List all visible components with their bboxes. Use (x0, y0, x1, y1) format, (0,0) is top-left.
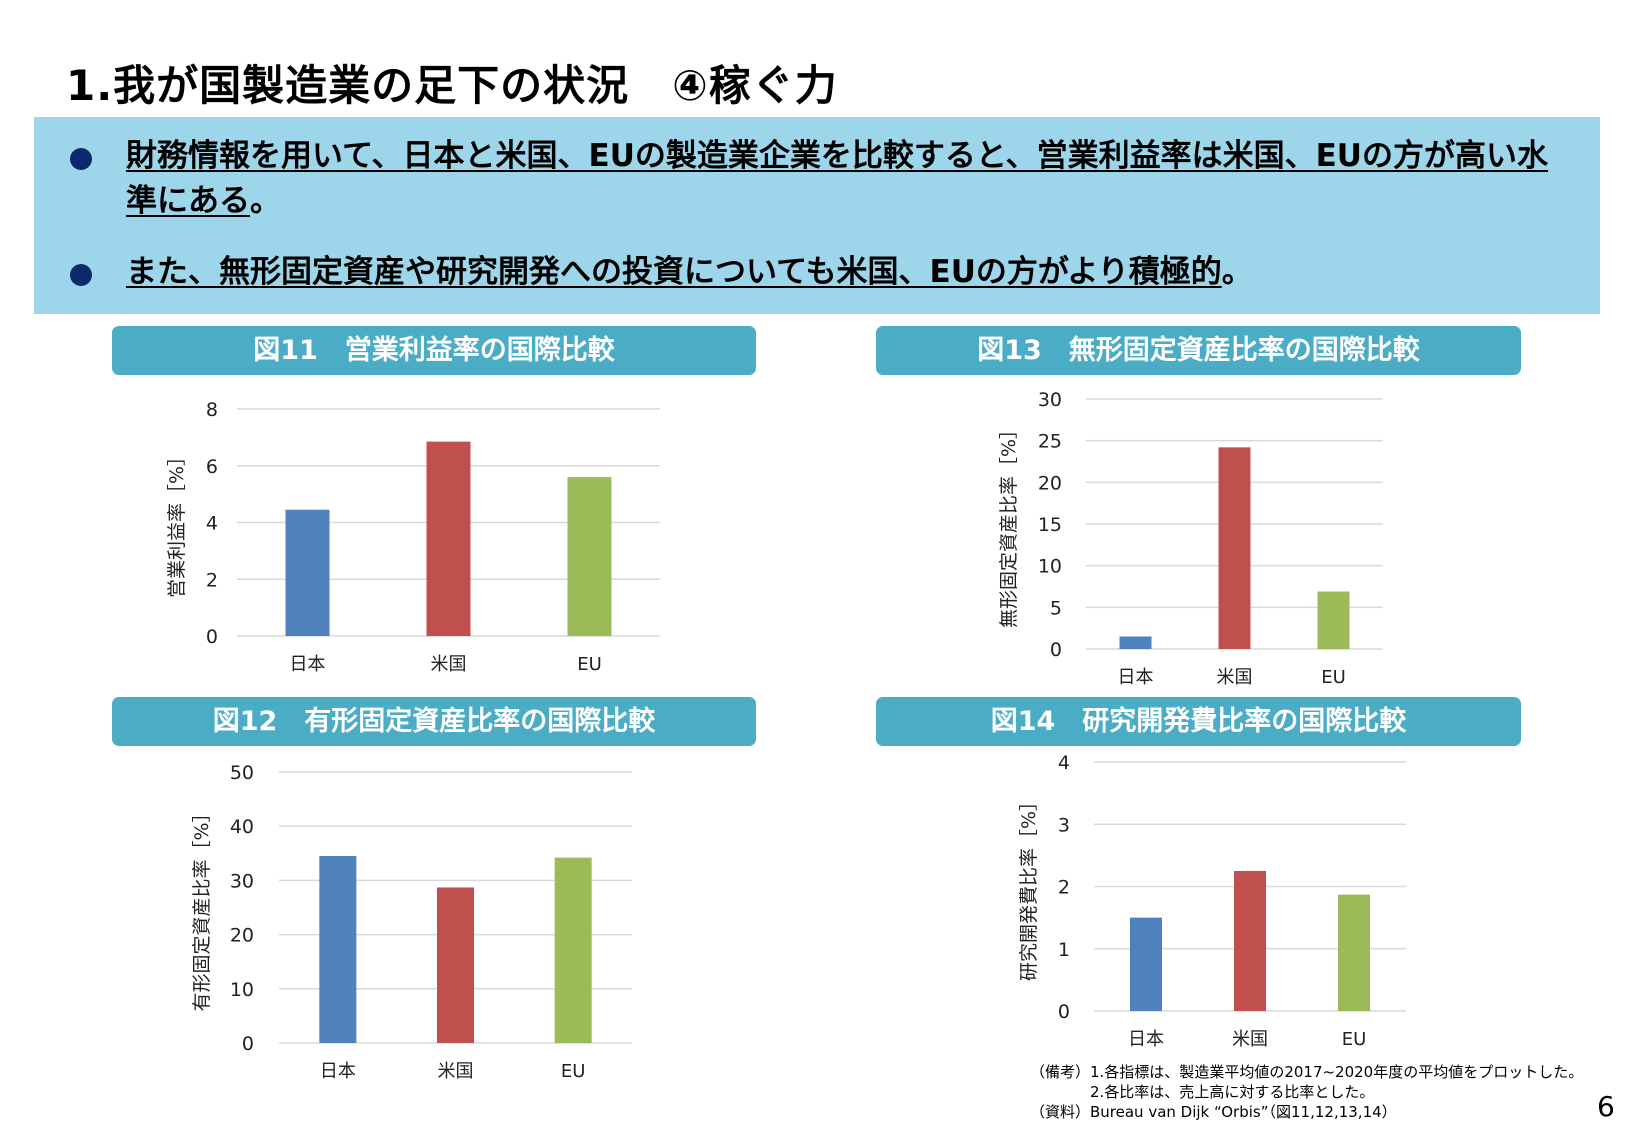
y-tick-label: 30 (230, 870, 254, 892)
page-title: 1.我が国製造業の足下の状況 ④稼ぐ力 (66, 61, 838, 110)
bar-2 (437, 887, 474, 1043)
x-tick-label: 米国 (431, 654, 467, 675)
y-tick-label: 0 (1050, 639, 1062, 661)
y-axis-label: 営業利益率［%］ (166, 447, 188, 598)
y-tick-label: 3 (1058, 814, 1070, 836)
y-tick-label: 8 (206, 399, 218, 421)
y-tick-label: 20 (1038, 472, 1062, 494)
x-tick-label: EU (561, 1061, 586, 1082)
y-axis-label: 無形固定資産比率［%］ (998, 420, 1020, 628)
bar-3 (1338, 894, 1370, 1011)
y-tick-label: 15 (1038, 514, 1062, 536)
x-tick-label: 日本 (1118, 667, 1154, 688)
y-tick-label: 25 (1038, 431, 1062, 453)
x-tick-label: 日本 (290, 654, 326, 675)
bar-1 (285, 509, 330, 636)
bullet-1-tail: 。 (250, 183, 281, 219)
summary-bullet-1: 財務情報を用いて、日本と米国、EUの製造業企業を比較すると、営業利益率は米国、E… (70, 134, 1550, 224)
summary-band (34, 117, 1600, 314)
y-tick-label: 20 (230, 925, 254, 947)
x-tick-label: 日本 (1128, 1029, 1164, 1050)
bullet-2-tail: 。 (1221, 254, 1253, 290)
chart-11-title: 図11 営業利益率の国際比較 (112, 326, 756, 375)
bullet-dot-icon (70, 264, 92, 286)
bar-1 (1130, 917, 1162, 1011)
y-tick-label: 4 (206, 513, 218, 535)
note-line-1: （備考）1.各指標は、製造業平均値の2017~2020年度の平均値をプロットした… (1030, 1063, 1584, 1081)
x-tick-label: 米国 (1217, 667, 1253, 688)
x-tick-label: EU (1321, 667, 1346, 688)
y-tick-label: 5 (1050, 597, 1062, 619)
bar-3 (554, 857, 592, 1043)
bar-2 (1234, 870, 1266, 1011)
x-tick-label: EU (577, 654, 602, 675)
y-tick-label: 0 (1058, 1001, 1070, 1023)
bar-2 (426, 441, 471, 636)
y-tick-label: 10 (1038, 556, 1062, 578)
x-tick-label: 米国 (1232, 1029, 1268, 1050)
bullet-dot-icon (70, 148, 92, 170)
y-tick-label: 0 (242, 1033, 254, 1055)
y-tick-label: 6 (206, 456, 218, 478)
bullet-2-underlined: また、無形固定資産や研究開発への投資についても米国、EUの方がより積極的 (126, 254, 1222, 290)
y-axis-label: 有形固定資産比率［%］ (191, 803, 213, 1011)
bullet-1-underlined: 財務情報を用いて、日本と米国、EUの製造業企業を比較すると、営業利益率は米国、E… (126, 138, 1548, 219)
y-tick-label: 30 (1038, 389, 1062, 411)
bar-3 (567, 477, 612, 636)
y-tick-label: 4 (1058, 752, 1070, 774)
x-tick-label: 米国 (438, 1061, 474, 1082)
note-line-2: 2.各比率は、売上高に対する比率とした。 (1030, 1083, 1375, 1101)
y-tick-label: 10 (230, 979, 254, 1001)
x-tick-label: EU (1342, 1029, 1367, 1050)
page-number: 6 (1597, 1090, 1615, 1123)
bar-3 (1317, 591, 1350, 649)
chart-12-title: 図12 有形固定資産比率の国際比較 (112, 697, 756, 746)
bar-1 (1119, 636, 1152, 649)
note-line-3: （資料）Bureau van Dijk “Orbis”（図11,12,13,14… (1030, 1103, 1397, 1121)
y-tick-label: 50 (230, 762, 254, 784)
y-axis-label: 研究開発費比率［%］ (1018, 792, 1040, 981)
chart-14-title: 図14 研究開発費比率の国際比較 (876, 697, 1521, 746)
bar-2 (1218, 447, 1251, 649)
y-tick-label: 2 (1058, 877, 1070, 899)
chart-13-title: 図13 無形固定資産比率の国際比較 (876, 326, 1521, 375)
y-tick-label: 1 (1058, 939, 1070, 961)
y-tick-label: 0 (206, 626, 218, 648)
notes: （備考）1.各指標は、製造業平均値の2017~2020年度の平均値をプロットした… (1030, 1062, 1583, 1122)
x-tick-label: 日本 (320, 1061, 356, 1082)
y-tick-label: 40 (230, 816, 254, 838)
bar-1 (319, 856, 357, 1043)
y-tick-label: 2 (206, 569, 218, 591)
summary-bullet-2: また、無形固定資産や研究開発への投資についても米国、EUの方がより積極的。 (70, 250, 1550, 295)
